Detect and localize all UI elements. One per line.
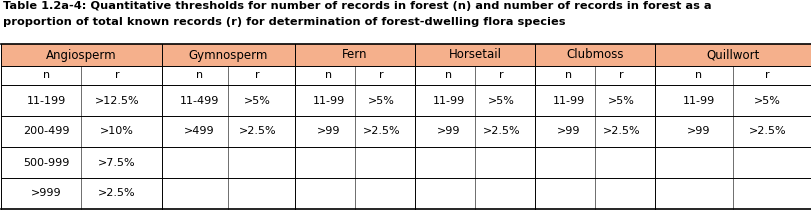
Text: 11-99: 11-99: [682, 95, 714, 106]
Bar: [1, 44, 810, 209]
Text: >99: >99: [436, 126, 460, 137]
Text: Clubmoss: Clubmoss: [565, 49, 623, 61]
Text: >10%: >10%: [100, 126, 134, 137]
Text: n: n: [324, 71, 332, 80]
Text: r: r: [618, 71, 623, 80]
Text: r: r: [764, 71, 769, 80]
Text: 11-199: 11-199: [27, 95, 66, 106]
Text: Table 1.2a-4: Quantitative thresholds for number of records in forest (n) and nu: Table 1.2a-4: Quantitative thresholds fo…: [3, 1, 710, 11]
Text: Gymnosperm: Gymnosperm: [189, 49, 268, 61]
Text: >2.5%: >2.5%: [602, 126, 639, 137]
Text: >2.5%: >2.5%: [363, 126, 400, 137]
Text: 11-99: 11-99: [432, 95, 464, 106]
Text: 11-99: 11-99: [312, 95, 345, 106]
Text: >99: >99: [316, 126, 340, 137]
Text: >99: >99: [556, 126, 580, 137]
Text: >12.5%: >12.5%: [95, 95, 139, 106]
Text: >5%: >5%: [487, 95, 514, 106]
Bar: [534, 44, 654, 66]
Text: >2.5%: >2.5%: [482, 126, 520, 137]
Text: >5%: >5%: [607, 95, 634, 106]
Bar: [1, 44, 162, 66]
Text: r: r: [499, 71, 503, 80]
Bar: [414, 44, 534, 66]
Text: r: r: [379, 71, 384, 80]
Text: Angiosperm: Angiosperm: [46, 49, 117, 61]
Text: >5%: >5%: [244, 95, 271, 106]
Text: n: n: [42, 71, 49, 80]
Text: r: r: [255, 71, 260, 80]
Text: n: n: [195, 71, 203, 80]
Text: >7.5%: >7.5%: [98, 158, 135, 167]
Text: 11-99: 11-99: [551, 95, 584, 106]
Bar: [162, 44, 294, 66]
Bar: [294, 44, 414, 66]
Text: n: n: [694, 71, 702, 80]
Text: >5%: >5%: [753, 95, 780, 106]
Text: Horsetail: Horsetail: [448, 49, 501, 61]
Text: >99: >99: [686, 126, 710, 137]
Text: >2.5%: >2.5%: [238, 126, 277, 137]
Text: 500-999: 500-999: [23, 158, 69, 167]
Text: >499: >499: [184, 126, 214, 137]
Text: >999: >999: [31, 189, 62, 198]
Text: 200-499: 200-499: [23, 126, 69, 137]
Text: Quillwort: Quillwort: [706, 49, 759, 61]
Text: 11-499: 11-499: [179, 95, 219, 106]
Text: >2.5%: >2.5%: [98, 189, 135, 198]
Text: n: n: [564, 71, 572, 80]
Text: Fern: Fern: [341, 49, 367, 61]
Text: proportion of total known records (r) for determination of forest-dwelling flora: proportion of total known records (r) fo…: [3, 17, 564, 27]
Text: >5%: >5%: [367, 95, 394, 106]
Text: r: r: [114, 71, 119, 80]
Text: >2.5%: >2.5%: [748, 126, 785, 137]
Bar: [654, 44, 810, 66]
Text: n: n: [444, 71, 452, 80]
